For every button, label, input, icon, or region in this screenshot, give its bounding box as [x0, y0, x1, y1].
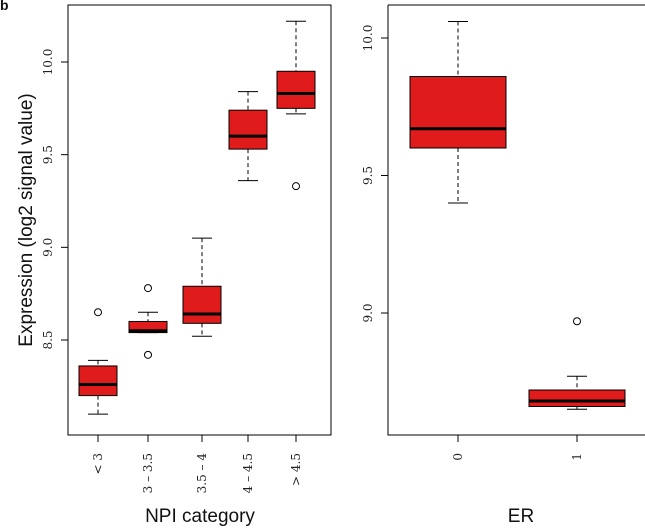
- npi-y-tick-label: 9.5: [41, 145, 55, 164]
- er-box-0: [409, 21, 507, 204]
- er-box-1: [528, 317, 626, 410]
- npi-y-tick-label: 8.5: [41, 330, 55, 349]
- er-boxes: [409, 21, 626, 410]
- npi-box-4: [276, 20, 316, 191]
- iqr-box: [528, 389, 626, 407]
- er-y-tick-label: 10.0: [361, 25, 375, 52]
- npi-y-tick-label: 10.0: [41, 49, 55, 76]
- npi-x-axis-title: NPI category: [145, 506, 255, 527]
- npi-x-tick-label: < 3: [91, 453, 105, 475]
- er-y-tick-label: 9.0: [361, 303, 375, 322]
- outlier-point: [292, 182, 300, 191]
- npi-box-3: [228, 91, 268, 182]
- er-x-axis-title: ER: [508, 506, 534, 527]
- npi-boxes: [78, 20, 316, 415]
- er-x-tick-label: 0: [451, 453, 465, 461]
- iqr-box: [128, 320, 168, 334]
- npi-y-axis: 8.5 9.0 9.5 10.0: [41, 49, 68, 350]
- npi-x-tick-label: 3 – 3.5: [141, 453, 155, 493]
- npi-box-0: [78, 308, 118, 415]
- outlier-point: [144, 350, 152, 359]
- er-y-tick-label: 9.5: [361, 166, 375, 185]
- npi-box-2: [182, 237, 222, 337]
- npi-x-axis: < 3 3 – 3.5 3.5 – 4 4 – 4.5 > 4.5: [91, 435, 303, 493]
- outlier-point: [573, 317, 581, 326]
- iqr-box: [228, 109, 268, 150]
- iqr-box: [182, 285, 222, 324]
- npi-x-tick-label: 3.5 – 4: [195, 453, 209, 494]
- npi-y-tick-label: 9.0: [41, 238, 55, 257]
- npi-box-1: [128, 284, 168, 359]
- panel-letter: b: [0, 0, 9, 13]
- er-plot-frame: [387, 4, 645, 436]
- npi-plot-frame: [67, 4, 332, 436]
- iqr-box: [276, 70, 316, 109]
- iqr-box: [409, 76, 507, 149]
- npi-x-tick-label: > 4.5: [289, 453, 303, 486]
- npi-boxplot-panel: 8.5 9.0 9.5 10.0 < 3 3 – 3.5 3.5 – 4 4 – 4.5 > …: [16, 4, 332, 527]
- er-x-tick-label: 1: [570, 453, 584, 461]
- npi-y-axis-title: Expression (log2 signal value): [16, 93, 37, 346]
- outlier-point: [94, 308, 102, 317]
- npi-x-tick-label: 4 – 4.5: [241, 453, 255, 493]
- iqr-box: [78, 365, 118, 397]
- er-y-axis: 9.0 9.5 10.0: [361, 25, 388, 323]
- outlier-point: [144, 284, 152, 293]
